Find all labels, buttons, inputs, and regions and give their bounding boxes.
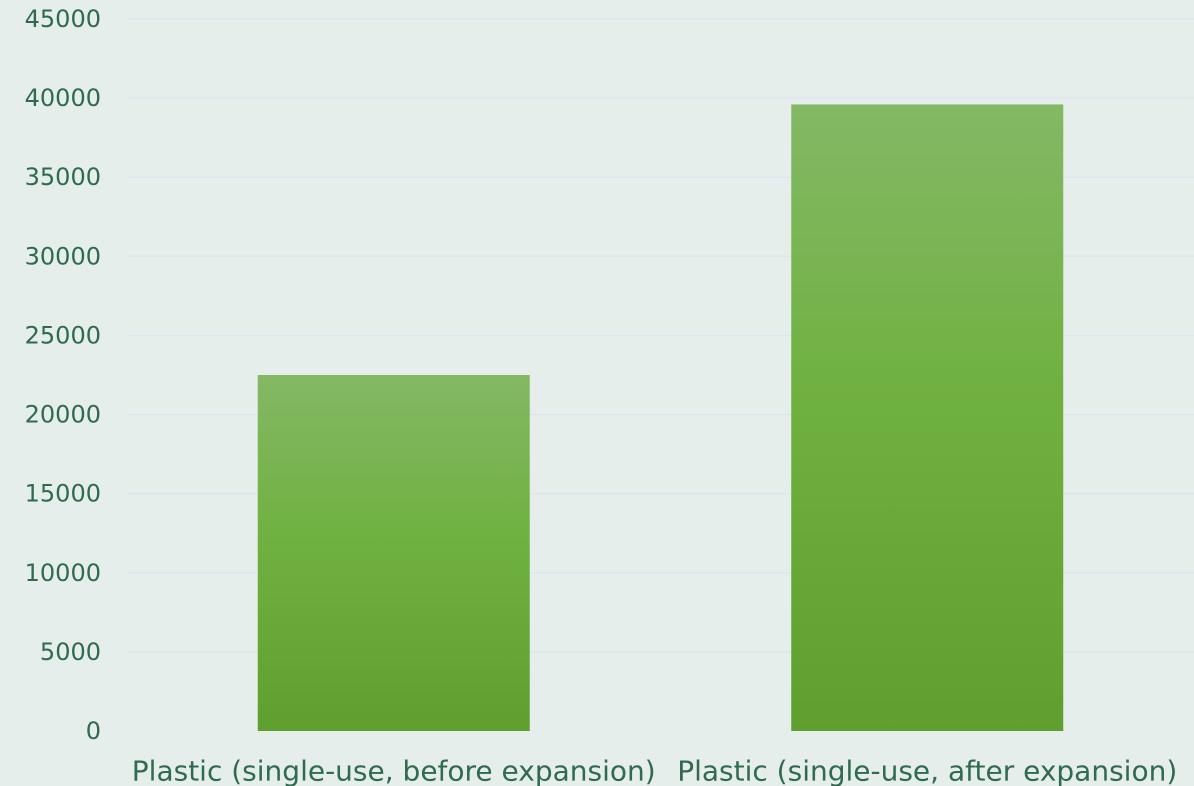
y-tick-label: 15000	[25, 480, 101, 508]
y-tick-label: 20000	[25, 401, 101, 429]
y-tick-label: 25000	[25, 321, 101, 349]
x-axis-category-labels: Plastic (single-use, before expansion) Pl…	[132, 755, 1177, 786]
bar	[791, 104, 1064, 731]
y-tick-label: 45000	[25, 5, 101, 33]
y-tick-label: 5000	[40, 638, 101, 666]
x-category-label: Plastic (single-use, after expansion)	[677, 755, 1177, 786]
y-axis-tick-labels: 0 5000 10000 15000 20000 25000 30000 35000 40000…	[25, 5, 101, 745]
y-tick-label: 0	[86, 717, 101, 745]
x-category-label: Plastic (single-use, before expansion)	[132, 755, 656, 786]
bar	[257, 375, 530, 731]
bars	[257, 104, 1064, 731]
y-tick-label: 35000	[25, 163, 101, 191]
y-tick-label: 10000	[25, 559, 101, 587]
y-tick-label: 40000	[25, 84, 101, 112]
y-tick-label: 30000	[25, 242, 101, 270]
